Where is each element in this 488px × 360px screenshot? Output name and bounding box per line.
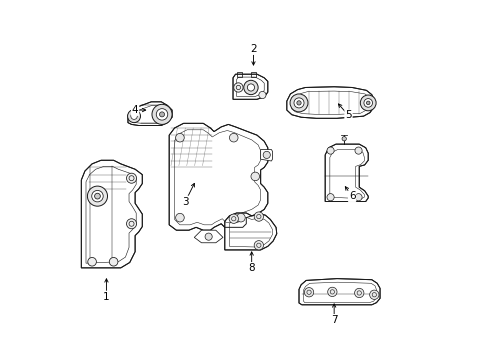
Circle shape	[233, 83, 243, 92]
Circle shape	[304, 288, 313, 297]
Circle shape	[289, 94, 307, 112]
Polygon shape	[128, 102, 172, 126]
Text: 3: 3	[182, 197, 188, 207]
Circle shape	[327, 287, 336, 297]
Circle shape	[92, 190, 103, 202]
Circle shape	[87, 186, 107, 206]
Circle shape	[254, 240, 263, 250]
Circle shape	[360, 95, 375, 111]
Circle shape	[126, 219, 136, 229]
Circle shape	[204, 233, 212, 240]
Polygon shape	[81, 160, 142, 268]
Text: 2: 2	[250, 44, 256, 54]
Circle shape	[258, 91, 265, 99]
Circle shape	[366, 101, 369, 105]
Circle shape	[127, 110, 140, 123]
Circle shape	[175, 134, 184, 142]
Circle shape	[156, 109, 167, 120]
Text: 8: 8	[248, 263, 254, 273]
Text: 5: 5	[345, 111, 351, 121]
Circle shape	[354, 194, 362, 201]
Polygon shape	[298, 279, 379, 305]
Text: 4: 4	[132, 105, 138, 115]
Circle shape	[228, 214, 238, 224]
Text: 7: 7	[330, 315, 337, 325]
Circle shape	[152, 104, 172, 125]
Circle shape	[369, 290, 378, 300]
Circle shape	[175, 213, 184, 222]
Polygon shape	[194, 230, 223, 243]
Circle shape	[363, 99, 372, 107]
Circle shape	[293, 98, 304, 108]
Text: 6: 6	[348, 191, 355, 201]
Circle shape	[354, 288, 363, 298]
Circle shape	[326, 147, 333, 154]
Polygon shape	[325, 144, 367, 202]
Polygon shape	[286, 87, 373, 118]
Polygon shape	[233, 74, 267, 99]
Circle shape	[131, 113, 137, 120]
Circle shape	[263, 151, 270, 158]
Circle shape	[109, 257, 118, 266]
Circle shape	[326, 194, 333, 201]
Text: 1: 1	[103, 292, 109, 302]
Circle shape	[229, 134, 238, 142]
Circle shape	[88, 257, 96, 266]
Polygon shape	[224, 213, 276, 250]
Circle shape	[244, 80, 258, 95]
Circle shape	[296, 101, 301, 105]
Circle shape	[354, 147, 362, 154]
Circle shape	[236, 213, 244, 222]
Circle shape	[247, 84, 254, 91]
Circle shape	[341, 136, 346, 141]
Circle shape	[126, 173, 136, 183]
Circle shape	[94, 193, 100, 199]
Circle shape	[159, 112, 164, 117]
Polygon shape	[260, 149, 272, 161]
Polygon shape	[169, 123, 267, 230]
Circle shape	[254, 212, 263, 221]
Circle shape	[250, 172, 259, 181]
